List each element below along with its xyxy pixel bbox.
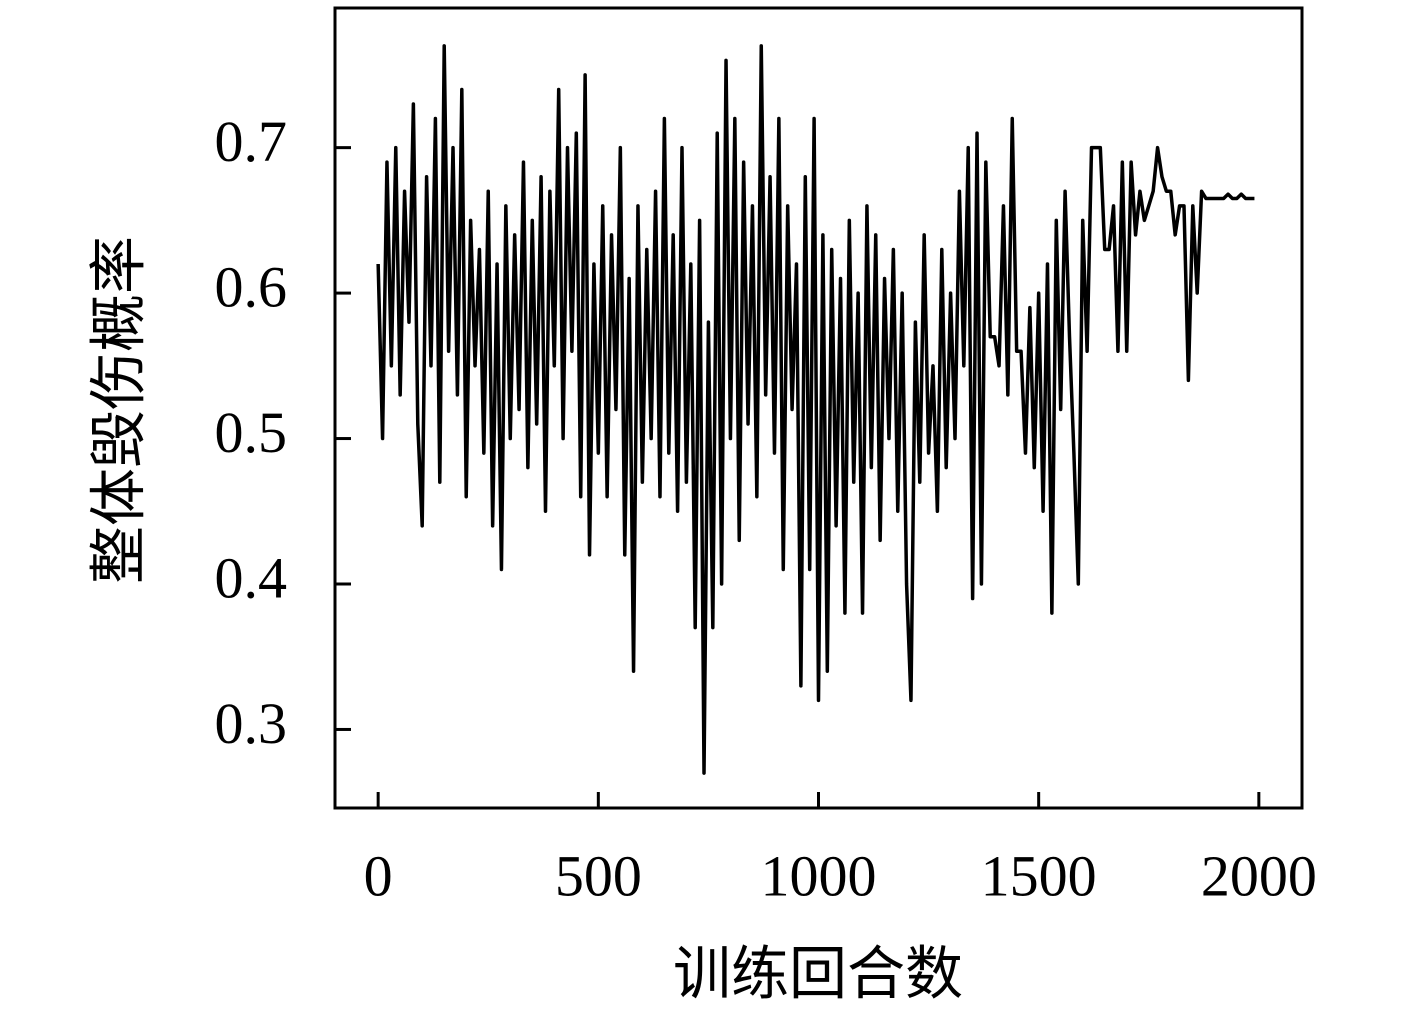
x-tick-label: 1500 — [981, 843, 1097, 908]
y-axis-label: 整体毁伤概率 — [86, 236, 151, 584]
y-tick-label: 0.3 — [215, 691, 288, 756]
x-tick-label: 500 — [555, 843, 642, 908]
x-axis-label: 训练回合数 — [673, 941, 963, 1006]
data-line — [376, 44, 1255, 775]
y-tick-label: 0.5 — [215, 400, 288, 465]
x-tick-label: 2000 — [1201, 843, 1317, 908]
x-tick-label: 0 — [364, 843, 393, 908]
y-tick-label: 0.4 — [215, 545, 288, 610]
y-tick-label: 0.7 — [215, 109, 288, 174]
y-tick-label: 0.6 — [215, 254, 288, 319]
x-tick-label: 1000 — [761, 843, 877, 908]
